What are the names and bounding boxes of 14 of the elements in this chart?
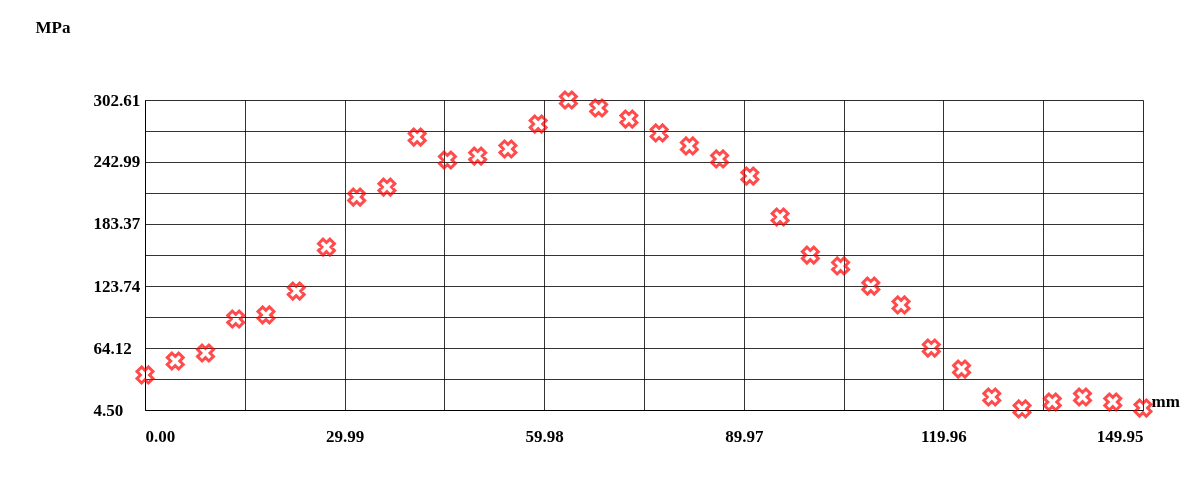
x-tick-label: 149.95	[1096, 426, 1144, 446]
x-tick-label: 29.99	[325, 426, 365, 446]
y-tick-label: 242.99	[93, 152, 141, 172]
y-tick-label: 64.12	[93, 338, 132, 358]
x-tick-label: 0.00	[145, 426, 176, 446]
y-tick-label: 123.74	[93, 276, 141, 296]
x-tick-label: 59.98	[525, 426, 564, 446]
y-tick-label: 183.37	[93, 214, 141, 234]
y-tick-label: 4.50	[93, 400, 124, 420]
y-axis-title: MPa	[35, 17, 71, 37]
x-tick-label: 89.97	[725, 426, 764, 446]
x-axis-title: mm	[1151, 391, 1180, 411]
y-tick-label: 302.61	[93, 90, 141, 110]
x-tick-label: 119.96	[920, 426, 967, 446]
